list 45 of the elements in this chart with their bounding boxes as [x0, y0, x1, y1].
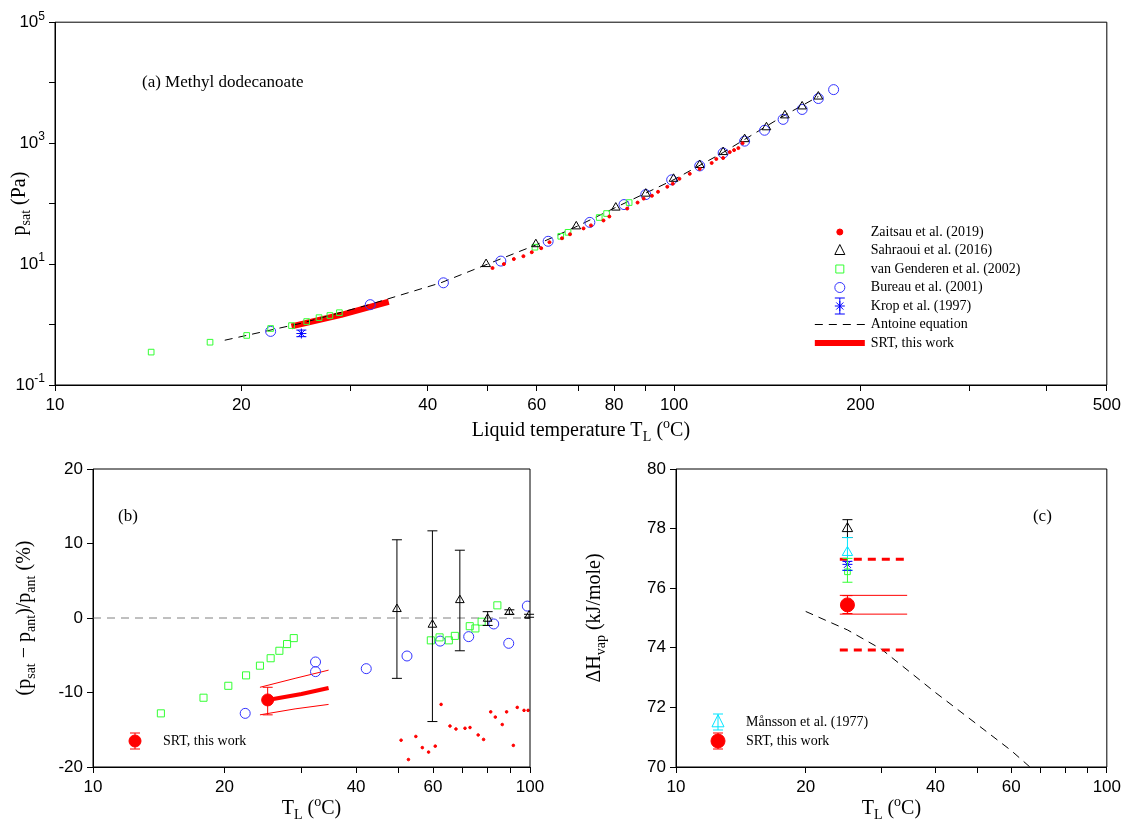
x-tick-label: 80 [604, 394, 624, 414]
y-tick-label: 76 [647, 577, 666, 597]
y-axis-title: (psat − pant)/pant (%) [12, 540, 38, 696]
x-tick-label: 10 [45, 394, 65, 414]
x-tick-label: 200 [846, 394, 875, 414]
y-tick-label: 72 [647, 697, 666, 717]
legend-label: van Genderen et al. (2002) [870, 260, 1021, 277]
legend-label: Krop et al. (1997) [870, 297, 972, 314]
annotation: (c) [1032, 506, 1052, 526]
y-tick-label: 70 [647, 756, 666, 776]
x-tick-label: 20 [231, 394, 251, 414]
x-tick-label: 100 [1092, 776, 1122, 796]
annotation: (a) Methyl dodecanoate [142, 71, 304, 91]
x-tick-label: 20 [215, 776, 235, 796]
x-tick-label: 100 [659, 394, 689, 414]
legend-label: Zaitsau et al. (2019) [870, 223, 984, 240]
y-tick-label: 20 [64, 458, 83, 478]
legend-label: Antoine equation [870, 316, 968, 332]
x-tick-label: 40 [418, 394, 438, 414]
y-tick-label: -20 [58, 756, 83, 776]
x-tick-label: 60 [527, 394, 547, 414]
y-tick-label: 10 [64, 533, 83, 553]
x-tick-label: 20 [796, 776, 816, 796]
legend-label: SRT, this work [163, 732, 247, 748]
y-tick-label: 0 [73, 607, 83, 627]
legend-label: Bureau et al. (2001) [870, 279, 984, 296]
x-tick-label: 100 [515, 776, 545, 796]
y-tick-label: 80 [647, 458, 666, 478]
x-tick-label: 40 [925, 776, 945, 796]
legend-label: Sahraoui et al. (2016) [870, 242, 993, 259]
annotation: (b) [118, 506, 138, 526]
x-tick-label: 60 [1001, 776, 1021, 796]
y-tick-label: 78 [647, 518, 666, 538]
y-axis-title: psat (Pa) [7, 171, 33, 236]
y-tick-label: -10 [58, 682, 83, 702]
x-tick-label: 10 [83, 776, 103, 796]
y-tick-label: 74 [647, 637, 666, 657]
y-axis-title: ΔHvap (kJ/mole) [582, 553, 608, 683]
x-tick-label: 10 [666, 776, 686, 796]
x-tick-label: 40 [346, 776, 366, 796]
legend-label: SRT, this work [746, 732, 830, 748]
x-tick-label: 60 [423, 776, 443, 796]
legend-label: SRT, this work [870, 334, 955, 350]
x-tick-label: 500 [1092, 394, 1122, 414]
legend-label: Månsson et al. (1977) [746, 713, 869, 730]
